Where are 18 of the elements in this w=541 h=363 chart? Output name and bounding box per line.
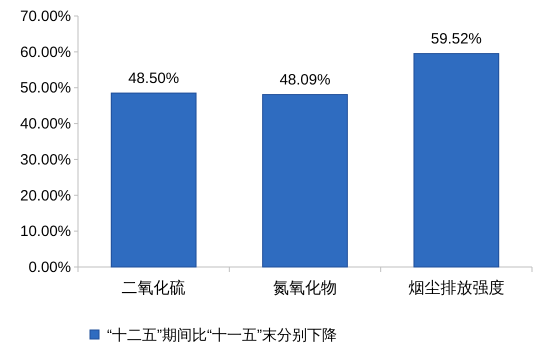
- x-tick-label: 氮氧化物: [273, 280, 337, 297]
- y-tick-label: 50.00%: [20, 80, 71, 97]
- y-tick-label: 70.00%: [20, 8, 71, 25]
- y-tick-label: 60.00%: [20, 44, 71, 61]
- y-tick-label: 30.00%: [20, 151, 71, 168]
- bar: [110, 92, 197, 268]
- y-tick-label: 20.00%: [20, 187, 71, 204]
- data-label: 48.09%: [280, 72, 330, 89]
- x-tick-label: 二氧化硫: [122, 279, 186, 297]
- data-label: 48.50%: [128, 70, 180, 88]
- y-tick-label: 0.00%: [28, 259, 71, 276]
- y-tick-label: 10.00%: [20, 223, 71, 240]
- legend-label: “十二五”期间比“十一五”末分别下降: [107, 327, 337, 344]
- x-tick-label: 烟尘排放强度: [408, 279, 504, 297]
- data-label: 59.52%: [430, 30, 482, 48]
- y-tick-label: 40.00%: [20, 116, 71, 133]
- bar: [262, 94, 348, 268]
- bar: [413, 53, 500, 268]
